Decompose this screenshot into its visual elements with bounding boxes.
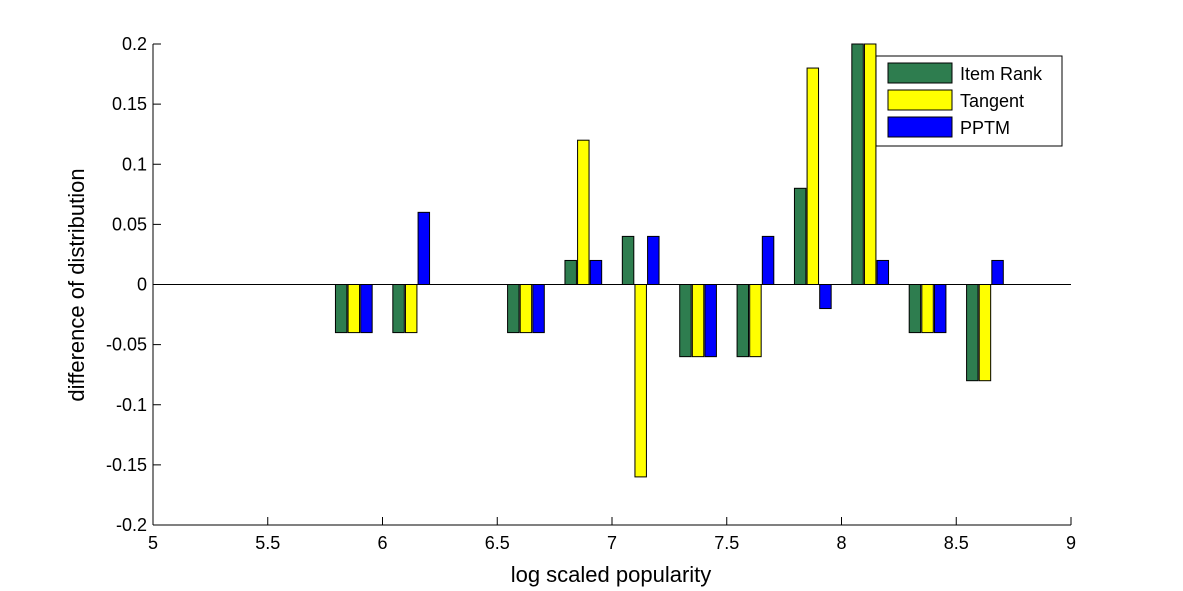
bar-pptm-2	[532, 284, 545, 334]
bar-pptm-5	[704, 284, 717, 358]
bar-tangent-3	[577, 139, 590, 285]
bar-pptm-8	[876, 259, 890, 286]
bar-pptm-1	[417, 211, 431, 286]
legend-swatch-tangent	[887, 89, 953, 111]
x-tick-label: 8	[836, 533, 846, 553]
y-tick-label: -0.15	[106, 455, 147, 475]
bar-item-rank-7	[793, 187, 807, 285]
y-tick-label: 0	[137, 275, 147, 295]
x-tick-label: 5	[148, 533, 158, 553]
x-tick-label: 5.5	[255, 533, 280, 553]
bar-item-rank-10	[966, 284, 979, 382]
bar-pptm-4	[647, 235, 660, 285]
x-tick-label: 8.5	[944, 533, 969, 553]
bar-pptm-6	[761, 235, 775, 285]
bar-item-rank-5	[679, 284, 692, 358]
bar-pptm-3	[589, 259, 603, 286]
y-tick-label: -0.1	[116, 395, 147, 415]
bar-item-rank-2	[507, 284, 520, 334]
legend-swatch-item-rank	[887, 62, 953, 84]
y-axis-label: difference of distribution	[64, 168, 89, 401]
legend-label-tangent: Tangent	[960, 91, 1024, 111]
x-tick-label: 7	[607, 533, 617, 553]
x-axis-label: log scaled popularity	[511, 562, 712, 587]
bar-tangent-2	[519, 284, 533, 334]
ticks-group: 5 5.5 6 6.5 7 7.5 8 8.5 9 -0.2 -0.15 -0.1 -0.05 0 0.05…	[106, 34, 1076, 553]
y-tick-label: -0.05	[106, 335, 147, 355]
y-tick-label: 0.05	[112, 214, 147, 234]
x-tick-label: 9	[1066, 533, 1076, 553]
bar-tangent-9	[921, 284, 934, 334]
y-tick-label: -0.2	[116, 515, 147, 535]
bar-tangent-8	[863, 43, 877, 285]
x-tick-label: 6.5	[485, 533, 510, 553]
bar-item-rank-8	[851, 43, 864, 285]
bar-tangent-10	[978, 284, 992, 382]
legend-label-item-rank: Item Rank	[960, 64, 1043, 84]
bar-tangent-5	[691, 284, 705, 358]
legend-label-pptm: PPTM	[960, 118, 1010, 138]
bar-item-rank-0	[334, 284, 348, 334]
bar-tangent-6	[749, 284, 762, 358]
bar-item-rank-1	[392, 284, 405, 334]
legend: Item Rank Tangent PPTM	[875, 55, 1063, 147]
bar-pptm-0	[360, 284, 373, 334]
bar-pptm-10	[991, 259, 1004, 286]
bar-tangent-0	[347, 284, 361, 334]
bar-item-rank-3	[564, 259, 577, 286]
y-tick-label: 0.2	[122, 34, 147, 54]
bar-tangent-7	[806, 67, 820, 285]
x-tick-label: 6	[377, 533, 387, 553]
x-tick-label: 7.5	[714, 533, 739, 553]
y-tick-label: 0.15	[112, 94, 147, 114]
bar-tangent-4	[634, 284, 647, 478]
bar-tangent-1	[404, 284, 418, 334]
legend-swatch-pptm	[887, 116, 953, 138]
bar-item-rank-4	[621, 235, 635, 285]
bar-pptm-7	[819, 284, 832, 310]
bar-item-rank-9	[908, 284, 922, 334]
bar-pptm-9	[933, 284, 947, 334]
y-tick-label: 0.1	[122, 154, 147, 174]
bar-item-rank-6	[736, 284, 750, 358]
